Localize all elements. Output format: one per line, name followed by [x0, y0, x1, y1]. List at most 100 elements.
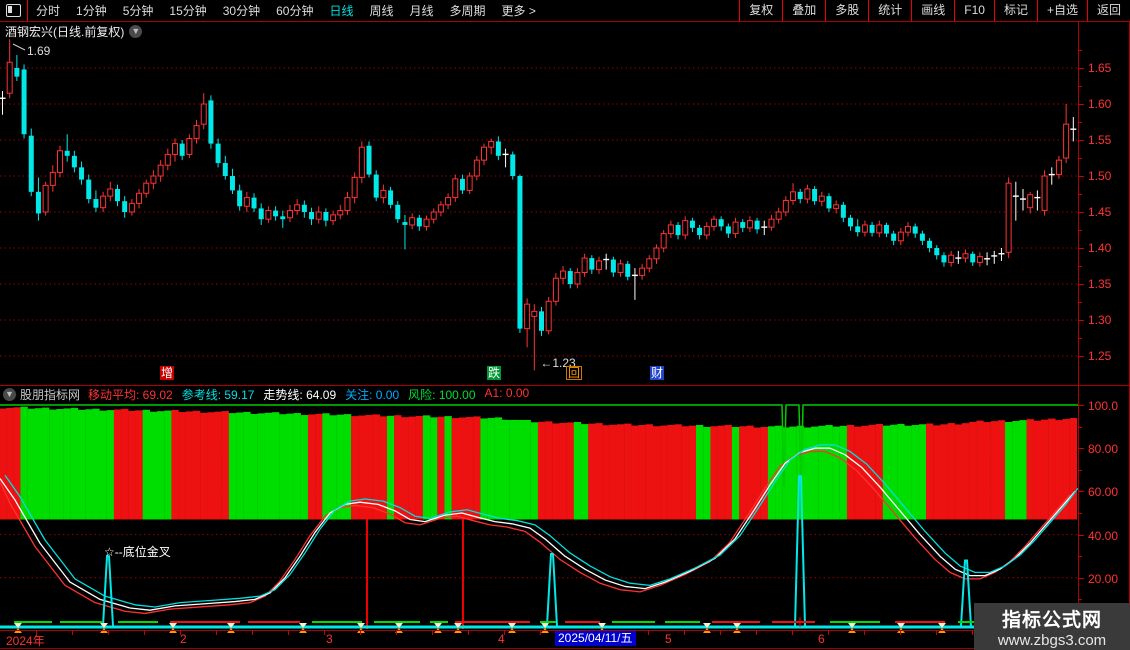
ind-bar [42, 407, 50, 520]
date-tick [936, 630, 937, 635]
ind-bar [121, 408, 129, 520]
ind-bar [157, 411, 165, 520]
ind-bar [1033, 420, 1042, 520]
ind-bar [1055, 420, 1063, 520]
date-label-4: 4 [498, 632, 505, 646]
stat-风险: 风险: 100.00 [408, 388, 476, 402]
candle-up [351, 176, 358, 199]
price-tick [1078, 86, 1082, 87]
ind-bar [343, 414, 352, 520]
period-tab-1分钟[interactable]: 1分钟 [76, 4, 107, 18]
main-candle-chart[interactable]: 1.69←1.23 [0, 39, 1078, 384]
symbol-title: 酒钢宏兴(日线.前复权) [5, 25, 125, 39]
candle-down [495, 141, 501, 156]
ind-bar [652, 426, 661, 520]
ind-bar [315, 413, 323, 520]
indicator-header: ▼ 股朋指标网 移动平均: 69.02 参考线: 59.17 走势线: 64.09 关… [0, 386, 1075, 402]
period-tab-15分钟[interactable]: 15分钟 [169, 4, 207, 18]
ind-bar [458, 417, 467, 520]
price-label-1.5: 1.50 [1088, 169, 1112, 183]
date-tick [756, 630, 757, 635]
ind-bar [638, 424, 646, 520]
price-tick [1078, 176, 1084, 177]
action-统计[interactable]: 统计 [868, 0, 911, 21]
candle-up [200, 103, 207, 125]
signal-dash [830, 621, 880, 623]
ind-bar [954, 424, 963, 520]
candle-down [251, 197, 257, 209]
signal-dash [565, 621, 600, 623]
candle-down [416, 217, 422, 227]
ind-bar [1005, 421, 1013, 520]
marker-icon [14, 623, 22, 628]
price-tick [1078, 68, 1084, 69]
ind-bar [13, 407, 21, 520]
watermark-url: www.zbgs3.com [997, 631, 1107, 649]
action-返回[interactable]: 返回 [1086, 0, 1130, 21]
candle-up [423, 218, 430, 227]
period-tab-分时[interactable]: 分时 [36, 4, 61, 18]
marker-icon [703, 623, 711, 628]
candle-down [941, 255, 947, 263]
date-tick [468, 630, 469, 635]
action-画线[interactable]: 画线 [911, 0, 954, 21]
action-+自选[interactable]: +自选 [1036, 0, 1087, 21]
price-tick [1078, 284, 1084, 285]
ind-bar [990, 421, 999, 520]
action-复权[interactable]: 复权 [739, 0, 782, 21]
date-tick [900, 630, 901, 635]
period-tab-周线[interactable]: 周线 [369, 4, 394, 18]
signal-dash [455, 621, 530, 623]
action-多股[interactable]: 多股 [825, 0, 868, 21]
ind-bar [1062, 419, 1070, 520]
candle-up [445, 197, 452, 206]
candle-up [524, 303, 531, 330]
ind-bar [696, 424, 704, 520]
ind-bar [897, 423, 905, 520]
period-tab-日线[interactable]: 日线 [329, 4, 354, 18]
period-tab-5分钟[interactable]: 5分钟 [122, 4, 154, 18]
ind-bar [279, 414, 287, 520]
ind-bar [293, 413, 301, 520]
golden-cross-label: ☆--底位金叉 [104, 544, 171, 559]
ind-bar [523, 419, 531, 520]
period-tab-60分钟[interactable]: 60分钟 [276, 4, 314, 18]
action-标记[interactable]: 标记 [993, 0, 1037, 21]
ind-bar [228, 413, 237, 520]
action-叠加[interactable]: 叠加 [782, 0, 825, 21]
indicator-collapse-icon[interactable]: ▼ [3, 388, 16, 401]
ind-bar [818, 425, 826, 520]
date-tick [432, 630, 433, 635]
action-F10[interactable]: F10 [954, 0, 994, 21]
period-tab-更多 >[interactable]: 更多 > [501, 4, 536, 18]
ind-bar [811, 426, 819, 520]
period-tab-多周期[interactable]: 多周期 [449, 4, 486, 18]
title-dropdown-icon[interactable]: ▼ [129, 25, 143, 38]
selected-date[interactable]: 2025/04/11/五 [555, 631, 636, 646]
period-tab-30分钟[interactable]: 30分钟 [222, 4, 261, 18]
candle-up [574, 271, 581, 285]
signal-dash [118, 621, 158, 623]
candle-down [812, 188, 818, 202]
candle-down [86, 179, 92, 200]
candle-up [437, 204, 444, 213]
ind-bar [149, 411, 158, 520]
candle-up [876, 224, 883, 234]
ind-bar [142, 409, 150, 520]
layout-icon[interactable] [0, 0, 28, 21]
marker-icon [100, 623, 108, 628]
stat-走势线: 走势线: 64.09 [263, 388, 337, 402]
date-axis-line [0, 630, 1130, 631]
ind-bar [1012, 421, 1020, 520]
ind-bar [731, 426, 740, 520]
candle-up [171, 143, 178, 155]
curve-走势线 [0, 447, 1076, 611]
candle-down [697, 227, 703, 236]
ind-bar [581, 424, 589, 520]
ind-bar [77, 409, 86, 520]
candle-up [560, 270, 567, 279]
candle-down [754, 220, 760, 230]
period-tab-月线[interactable]: 月线 [409, 4, 434, 18]
indicator-panel-chart[interactable]: ☆--底位金叉 [0, 402, 1078, 650]
candle-down [891, 233, 897, 241]
